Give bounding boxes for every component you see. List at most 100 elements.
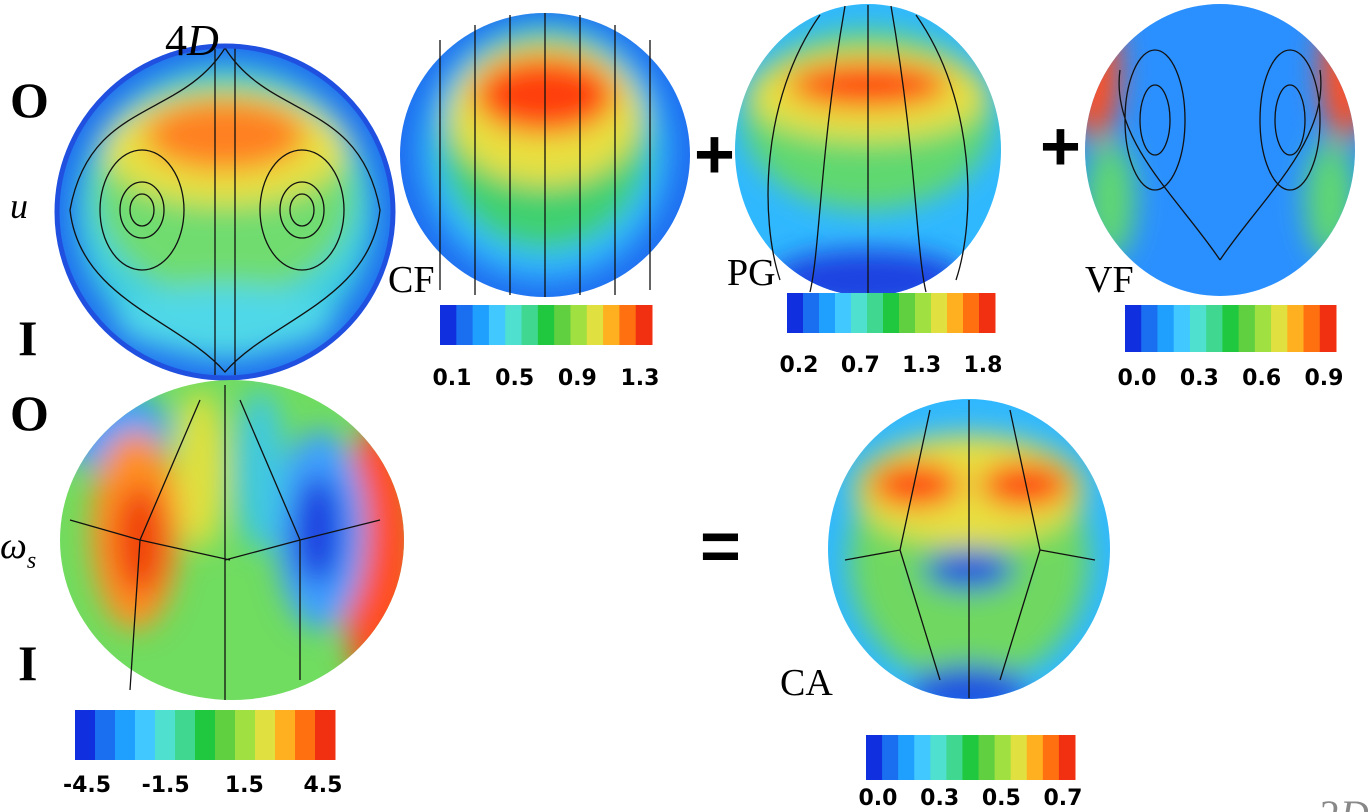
colorbar-swatch <box>1206 305 1223 352</box>
colorbar-swatch <box>1287 305 1304 352</box>
colorbar-tick-label: 4.5 <box>304 773 343 798</box>
colorbar-swatch <box>215 710 236 760</box>
colorbar-swatch <box>930 735 947 780</box>
colorbar-swatch <box>1304 305 1321 352</box>
operator: + <box>1040 107 1081 185</box>
colorbar-tick-label: 0.9 <box>558 366 597 391</box>
colorbar-swatch <box>931 293 948 333</box>
variable-label: u <box>10 186 28 226</box>
colorbar-swatch <box>867 293 884 333</box>
colorbar-tick-label: 1.5 <box>225 773 264 798</box>
colorbar-swatch <box>866 735 883 780</box>
colorbar-swatch <box>851 293 868 333</box>
colorbar-swatch <box>570 305 587 345</box>
panel-label: PG <box>727 252 776 294</box>
colorbar-swatch <box>898 735 915 780</box>
colorbar-swatch <box>235 710 256 760</box>
colorbar-swatch <box>914 735 931 780</box>
colorbar-tick-label: 1.3 <box>902 353 941 378</box>
contour-ca <box>825 395 1115 715</box>
colorbar-swatch <box>603 305 620 345</box>
colorbar-swatch <box>1059 735 1076 780</box>
colorbar-swatch <box>1043 735 1060 780</box>
colorbar-swatch <box>554 305 571 345</box>
colorbar-swatch <box>882 735 899 780</box>
colorbar-swatch <box>899 293 916 333</box>
colorbar-tick-label: 0.9 <box>1305 366 1344 391</box>
colorbar-swatch <box>979 735 996 780</box>
colorbar-swatch <box>538 305 555 345</box>
variable-label: ωs <box>0 525 36 574</box>
colorbar-swatch <box>505 305 522 345</box>
colorbar-tick-label: 0.1 <box>433 366 472 391</box>
panel-label: VF <box>1085 259 1134 301</box>
colorbar-tick-label: 0.5 <box>495 366 534 391</box>
colorbar-swatch <box>1141 305 1158 352</box>
colorbar-swatch <box>275 710 296 760</box>
colorbar-swatch <box>1255 305 1272 352</box>
colorbar-tick-label: 0.6 <box>1242 366 1281 391</box>
contour-omega <box>50 375 420 705</box>
colorbar-tick-label: 1.8 <box>964 353 1003 378</box>
colorbar-swatch <box>255 710 276 760</box>
colorbar-swatch <box>619 305 636 345</box>
colorbar-swatch <box>155 710 176 760</box>
colorbar-swatch <box>803 293 820 333</box>
title: 4D <box>165 16 219 65</box>
row-label: O <box>10 385 49 441</box>
row-label: O <box>10 72 49 128</box>
contour-vf <box>1070 0 1368 300</box>
colorbar-tick-label: 0.0 <box>1118 366 1157 391</box>
colorbar-tick-label: -1.5 <box>142 773 190 798</box>
figure: 4D O u I O ωs I CF PG VF CA + + = 2D 0.1… <box>0 0 1368 812</box>
colorbar-tick-label: 0.5 <box>982 786 1021 811</box>
colorbar-swatch <box>1271 305 1288 352</box>
colorbar-swatch <box>1125 305 1142 352</box>
colorbar-swatch <box>1011 735 1028 780</box>
colorbar-tick-label: 0.3 <box>1180 366 1219 391</box>
colorbar-swatch <box>995 735 1012 780</box>
panel-label: CA <box>780 662 833 704</box>
colorbar-swatch <box>1239 305 1256 352</box>
colorbar-tick-label: 0.7 <box>1044 786 1083 811</box>
colorbar-swatch <box>787 293 804 333</box>
colorbar-swatch <box>75 710 96 760</box>
colorbar-swatch <box>315 710 336 760</box>
colorbar-swatch <box>962 735 979 780</box>
colorbar-swatch <box>883 293 900 333</box>
colorbar-swatch <box>456 305 473 345</box>
colorbar-swatch <box>963 293 980 333</box>
colorbar-tick-label: 0.2 <box>780 353 819 378</box>
colorbar-swatch <box>1320 305 1337 352</box>
colorbar-swatch <box>473 305 490 345</box>
colorbar-swatch <box>636 305 653 345</box>
colorbar-tick-label: 1.3 <box>621 366 660 391</box>
colorbar-swatch <box>946 735 963 780</box>
colorbar-swatch <box>135 710 156 760</box>
colorbar-swatch <box>522 305 539 345</box>
colorbar-swatch <box>979 293 996 333</box>
colorbar-swatch <box>295 710 316 760</box>
colorbar-swatch <box>819 293 836 333</box>
corner-label: 2D <box>1320 792 1368 812</box>
colorbar-swatch <box>835 293 852 333</box>
row-label: I <box>18 310 37 366</box>
colorbar-swatch <box>587 305 604 345</box>
colorbar-swatch <box>915 293 932 333</box>
colorbar-swatch <box>175 710 196 760</box>
colorbar-swatch <box>115 710 136 760</box>
colorbar-swatch <box>1027 735 1044 780</box>
colorbar-swatch <box>1190 305 1207 352</box>
page: 4D O u I O ωs I CF PG VF CA + + = 2D 0.1… <box>0 0 1368 812</box>
operator: = <box>700 507 741 585</box>
row-label: I <box>18 635 37 691</box>
colorbar-tick-label: 0.7 <box>841 353 880 378</box>
operator: + <box>694 115 735 193</box>
colorbar-swatch <box>489 305 506 345</box>
colorbar-tick-label: -4.5 <box>63 773 111 798</box>
panel-label: CF <box>388 259 434 301</box>
contour-u <box>50 40 400 385</box>
colorbar-swatch <box>947 293 964 333</box>
colorbar-tick-label: 0.3 <box>920 786 959 811</box>
colorbar-swatch <box>1157 305 1174 352</box>
